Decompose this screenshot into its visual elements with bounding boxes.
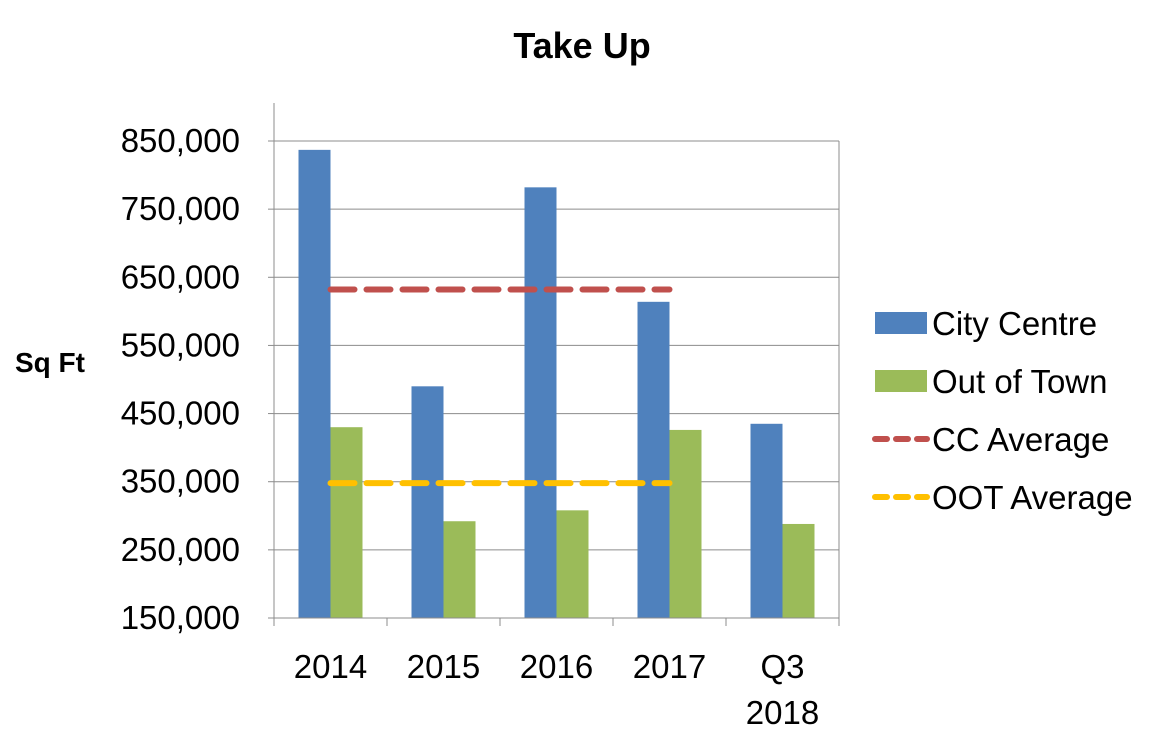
bar-city-centre [298,149,331,618]
legend-swatch [875,370,927,392]
bar-city-centre [524,187,557,618]
legend-label: Out of Town [932,363,1108,400]
axes [273,103,840,626]
legend-label: CC Average [932,421,1109,458]
y-tick-label: 450,000 [121,395,240,432]
x-tick-label: 2017 [633,648,706,685]
bar-city-centre [637,301,670,618]
bar-out-of-town [669,429,702,618]
x-tick-label: 2014 [294,648,367,685]
y-tick-label: 350,000 [121,463,240,500]
legend-swatch [875,312,927,334]
bar-out-of-town [443,521,476,618]
x-tick-label: 2015 [407,648,480,685]
x-tick-label: Q3 [760,648,804,685]
y-tick-label: 750,000 [121,190,240,227]
y-tick-label: 150,000 [121,599,240,636]
x-axis-ticks: 2014 2015 2016 2017 Q3 2018 [294,648,819,731]
legend-label: City Centre [932,305,1097,342]
average-lines [327,286,673,487]
y-tick-label: 850,000 [121,122,240,159]
bar-city-centre [750,423,783,618]
y-tick-label: 550,000 [121,326,240,363]
y-tick-label: 650,000 [121,258,240,295]
x-tick-label: 2018 [746,694,819,731]
y-axis-ticks: 150,000 250,000 350,000 450,000 550,000 650,0… [121,122,240,636]
bar-out-of-town [782,523,815,618]
legend: City Centre Out of Town CC Average OOT Aver… [872,305,1133,516]
bars [298,149,815,618]
y-axis-label: Sq Ft [15,347,85,378]
x-tick-label: 2016 [520,648,593,685]
legend-label: OOT Average [932,479,1133,516]
chart-title: Take Up [513,25,650,66]
bar-city-centre [411,386,444,618]
bar-out-of-town [330,427,363,618]
bar-out-of-town [556,510,589,618]
y-tick-label: 250,000 [121,531,240,568]
